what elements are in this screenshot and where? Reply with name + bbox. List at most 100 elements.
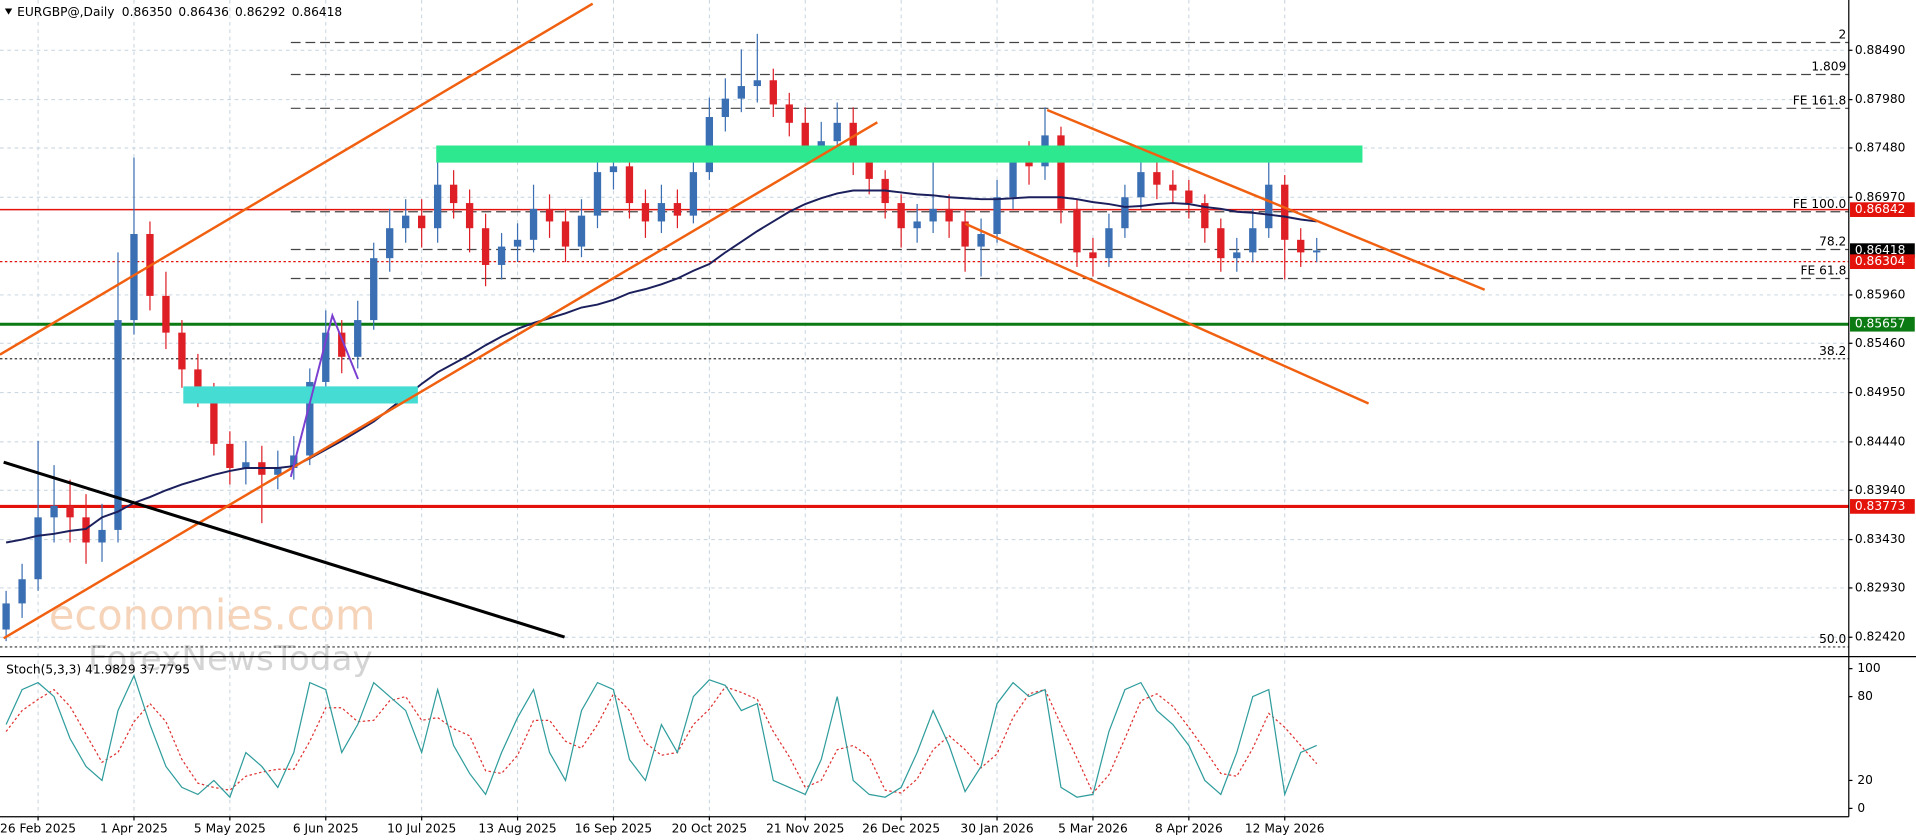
candle-body	[593, 172, 602, 216]
candle-body	[1153, 172, 1161, 185]
y-tick-label: 0.87480	[1855, 140, 1906, 154]
price-label: 0.85657	[1855, 317, 1906, 331]
candle-body	[418, 215, 426, 229]
y-tick-label: 0.85460	[1855, 336, 1906, 350]
candle-body	[1297, 239, 1305, 253]
grid-layer	[0, 0, 1849, 817]
candle-body	[993, 197, 1001, 235]
candle-body	[1025, 159, 1033, 167]
fib-label: FE 61.8	[1801, 264, 1847, 278]
x-tick-label: 26 Dec 2025	[862, 821, 940, 835]
candle-body	[354, 320, 362, 357]
fib-label: FE 100.0	[1793, 197, 1847, 211]
x-tick-label: 20 Oct 2025	[672, 821, 748, 835]
candle-body	[897, 203, 905, 229]
candle-body	[114, 320, 122, 530]
y-tick-label: 0.84950	[1855, 385, 1906, 399]
candle-body	[1313, 250, 1321, 253]
candle-body	[865, 159, 873, 179]
y-tick-label: 0.83430	[1855, 532, 1906, 546]
x-tick-label: 26 Feb 2025	[0, 821, 76, 835]
channel-line	[3, 121, 878, 640]
candle-body	[913, 221, 921, 229]
ohlc-value: 0.86350	[122, 5, 173, 19]
y-tick-label: 0.82420	[1855, 630, 1906, 644]
x-tick-label: 1 Apr 2025	[100, 821, 168, 835]
candle-body	[561, 221, 570, 247]
y-tick-label: 80	[1857, 689, 1873, 703]
y-tick-label: 20	[1857, 773, 1873, 787]
candle-body	[465, 203, 474, 229]
candle-body	[961, 221, 969, 247]
candle-body	[1057, 135, 1065, 209]
candle-body	[1089, 252, 1097, 259]
candle-body	[673, 203, 682, 216]
candle-body	[1265, 184, 1273, 229]
candle-body	[705, 117, 714, 173]
candle-body	[162, 295, 170, 333]
channel-line	[1046, 108, 1486, 291]
candle-body	[2, 603, 10, 630]
candle-body	[1073, 208, 1081, 253]
candle-body	[1185, 190, 1193, 204]
candle-body	[1137, 172, 1145, 198]
candle-body	[737, 86, 745, 99]
candle-body	[609, 166, 618, 173]
indicator-label: Stoch(5,3,3) 41.9829 37.7795	[6, 663, 190, 677]
menu-icon[interactable]	[4, 8, 13, 15]
candle-body	[1121, 197, 1129, 229]
x-tick-label: 13 Aug 2025	[478, 821, 556, 835]
support-zone	[183, 386, 418, 404]
x-tick-label: 5 Mar 2026	[1058, 821, 1128, 835]
candle-body	[178, 332, 186, 370]
candle-body	[66, 505, 74, 518]
candle-body	[849, 122, 857, 160]
candle-body	[1009, 159, 1017, 198]
watermark-text: ForexNewsToday	[88, 639, 373, 679]
candle-body	[34, 517, 42, 580]
watermark-text: economies.com	[49, 591, 376, 640]
candle-body	[50, 505, 58, 518]
channel-line	[0, 2, 594, 356]
candle-body	[433, 184, 442, 229]
candle-body	[1233, 252, 1241, 259]
ohlc-value: 0.86292	[235, 5, 286, 19]
candle-body	[977, 234, 985, 247]
candle-body	[545, 208, 554, 222]
overlay-layer: 0.88490 0.87980 0.87480 0.86970 0.85960 0.854…	[0, 28, 1915, 835]
y-tick-label: 0.88490	[1855, 43, 1906, 57]
price-label-box	[1850, 202, 1915, 217]
ohlc-value: 0.86418	[292, 5, 343, 19]
x-tick-label: 10 Jul 2025	[387, 821, 456, 835]
drawing-objects	[0, 2, 1486, 640]
candle-body	[1217, 228, 1225, 259]
candle-body	[18, 579, 26, 604]
fib-label: 2	[1839, 28, 1847, 42]
resistance-zone	[436, 145, 1363, 163]
price-label-box	[1850, 316, 1915, 332]
candle-body	[322, 332, 330, 382]
candle-body	[497, 246, 506, 265]
symbol: EURGBP@,Daily	[17, 5, 114, 19]
stoch-main	[5, 673, 1317, 799]
x-tick-label: 21 Nov 2025	[766, 821, 844, 835]
candle-body	[801, 122, 809, 148]
candle-body	[833, 122, 841, 142]
x-tick-label: 5 May 2025	[194, 821, 266, 835]
x-tick-label: 6 Jun 2025	[293, 821, 359, 835]
candle-body	[449, 184, 458, 204]
y-tick-label: 0.86970	[1855, 190, 1906, 204]
y-tick-label: 0.82930	[1855, 580, 1906, 594]
candle-body	[945, 208, 953, 222]
candle-body	[370, 258, 378, 321]
candle-body	[529, 208, 538, 240]
x-tick-label: 12 May 2026	[1245, 821, 1325, 835]
fib-label: 1.809	[1811, 60, 1846, 74]
plot-layer	[0, 33, 1849, 799]
price-label-box	[1850, 254, 1915, 270]
candle-body	[338, 332, 346, 357]
candle-body	[625, 166, 634, 204]
